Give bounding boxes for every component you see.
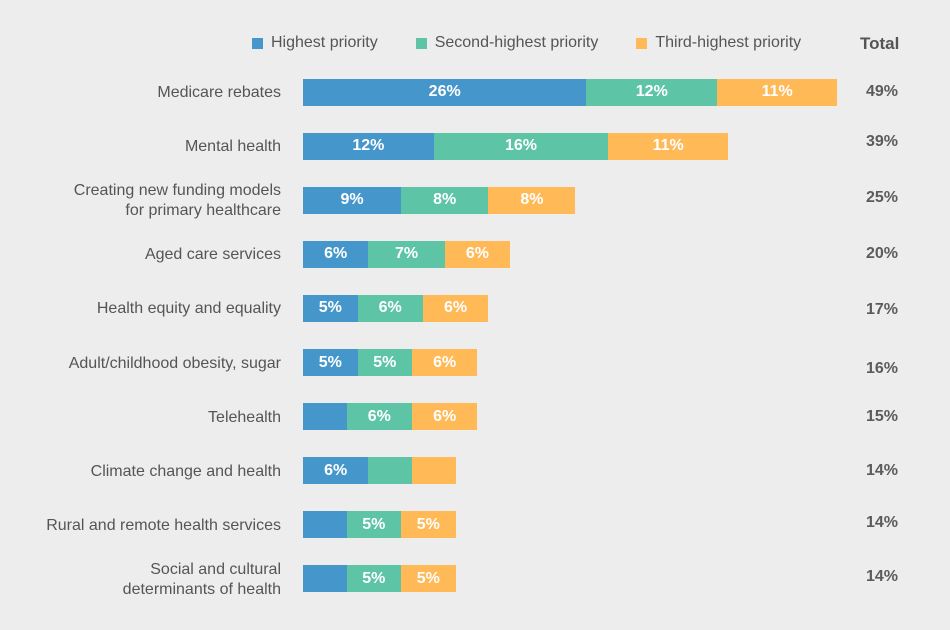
bar-data-label: 26% (428, 83, 461, 100)
bar-segment-second: 6% (357, 294, 423, 322)
bar-segment-third (412, 457, 456, 485)
bar-data-label: 12% (352, 137, 385, 155)
bar-segment-third: 8% (488, 186, 576, 214)
bar-segment-highest: 6% (303, 457, 369, 485)
legend-item-second: Second-highest priority (415, 34, 599, 52)
bar-segment-second: 16% (433, 132, 609, 160)
row-total: 25% (866, 189, 899, 207)
bar-segment-second: 5% (346, 565, 402, 593)
category-label-line: Adult/childhood obesity, sugar (68, 354, 281, 372)
category-label: Telehealth (208, 408, 281, 428)
category-label-line: determinants of health (122, 580, 281, 598)
category-label-line: Aged care services (144, 246, 281, 264)
category-label: Climate change and health (91, 462, 281, 482)
bar-data-label: 6% (433, 353, 457, 371)
bar-segment-highest: 5% (303, 294, 358, 322)
category-label: Adult/childhood obesity, sugar (69, 354, 281, 374)
row-total: 15% (866, 407, 899, 425)
bar-segment-highest: 26% (303, 78, 587, 106)
legend: Highest priority Second-highest priority… (252, 34, 801, 52)
category-label-line: for primary healthcare (125, 202, 281, 220)
bar-data-label: 6% (367, 407, 391, 425)
bar-segment-second: 5% (357, 349, 412, 376)
row-total: 14% (866, 461, 899, 479)
bar-data-label: 5% (416, 569, 440, 587)
bar-segment-highest (303, 565, 347, 593)
category-label: Medicare rebates (157, 83, 281, 103)
bar-segment-second: 8% (401, 186, 489, 214)
category-label: Aged care services (145, 245, 281, 265)
bar-data-label: 8% (520, 191, 544, 209)
bar-segment-second: 6% (346, 403, 412, 431)
row-total: 17% (866, 301, 899, 319)
legend-label-third: Third-highest priority (655, 34, 802, 51)
row-total: 16% (866, 359, 899, 377)
bar-segment-highest: 5% (303, 349, 358, 376)
category-label: Social and cultural determinants of healt… (123, 560, 281, 600)
bar-data-label: 6% (324, 461, 348, 479)
category-label-line: Rural and remote health services (46, 516, 281, 534)
bar-segment-second: 5% (346, 511, 402, 539)
row-total: 49% (866, 83, 899, 100)
bar-data-label: 5% (362, 515, 386, 533)
legend-swatch-highest (252, 37, 263, 49)
category-label-line: Climate change and health (90, 462, 281, 480)
row-total: 20% (866, 245, 899, 263)
bar-segment-third: 5% (401, 511, 456, 539)
bar-data-label: 9% (340, 191, 364, 209)
bar-data-label: 8% (433, 191, 457, 209)
category-label-line: Creating new funding models (73, 182, 281, 200)
legend-swatch-second (415, 37, 427, 49)
category-label: Health equity and equality (97, 299, 281, 319)
bar-data-label: 5% (373, 353, 397, 371)
legend-item-highest: Highest priority (252, 34, 378, 52)
bar-segment-highest: 9% (303, 186, 402, 214)
legend-item-third: Third-highest priority (636, 34, 801, 52)
row-total: 14% (866, 567, 899, 585)
bar-segment-third: 11% (608, 132, 729, 160)
bar-segment-third: 11% (717, 78, 838, 106)
bar-data-label: 11% (761, 83, 793, 100)
bar-data-label: 5% (416, 515, 440, 533)
bar-segment-second: 7% (368, 240, 445, 268)
bar-data-label: 7% (394, 245, 419, 263)
category-label: Mental health (185, 137, 281, 157)
bar-data-label: 6% (378, 299, 402, 317)
bar-data-label: 11% (652, 137, 684, 155)
bar-data-label: 6% (444, 299, 468, 317)
category-label-line: Telehealth (208, 408, 281, 426)
bar-data-label: 16% (504, 137, 537, 155)
category-label: Rural and remote health services (46, 516, 281, 536)
bar-segment-third: 5% (401, 565, 456, 593)
category-label-line: Medicare rebates (157, 84, 281, 101)
bar-data-label: 5% (362, 569, 386, 587)
row-total: 39% (866, 133, 899, 151)
bar-segment-second: 12% (586, 78, 718, 106)
bar-data-label: 6% (433, 407, 457, 425)
bar-data-label: 6% (465, 245, 489, 263)
bar-data-label: 5% (318, 299, 342, 317)
bar-segment-third: 6% (444, 240, 511, 268)
row-total: 14% (866, 513, 899, 531)
legend-swatch-third (636, 37, 648, 49)
category-label: Creating new funding models for primary h… (74, 181, 281, 221)
bar-segment-third: 6% (412, 349, 478, 376)
legend-label-second: Second-highest priority (434, 34, 599, 51)
category-label-line: Social and cultural (150, 560, 281, 578)
bar-data-label: 12% (635, 83, 668, 100)
legend-label-highest: Highest priority (271, 34, 378, 51)
bar-segment-highest (303, 403, 347, 431)
bar-segment-highest: 12% (303, 132, 434, 160)
bar-segment-highest: 6% (303, 240, 369, 268)
bar-segment-highest (303, 511, 347, 539)
total-column-header: Total (860, 34, 900, 53)
bar-segment-third: 6% (422, 294, 489, 322)
bar-segment-second (368, 457, 412, 485)
bar-data-label: 5% (318, 353, 342, 371)
category-label-line: Mental health (184, 138, 281, 156)
bar-data-label: 6% (324, 245, 348, 263)
bar-segment-third: 6% (412, 403, 478, 431)
category-label-line: Health equity and equality (96, 300, 281, 318)
